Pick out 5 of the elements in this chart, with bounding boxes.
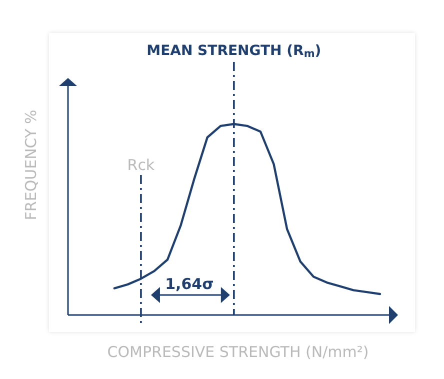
text: MEAN STRENGTH (R$_{m}$)	[146, 43, 322, 60]
x-axis-title: COMPRESSIVE STRENGTH (N/mm²)	[107, 343, 369, 361]
y-axis-title: FREQUENCY %	[22, 110, 40, 220]
annotation: 1,64σ	[165, 275, 214, 293]
annotation: Rck	[127, 156, 155, 174]
